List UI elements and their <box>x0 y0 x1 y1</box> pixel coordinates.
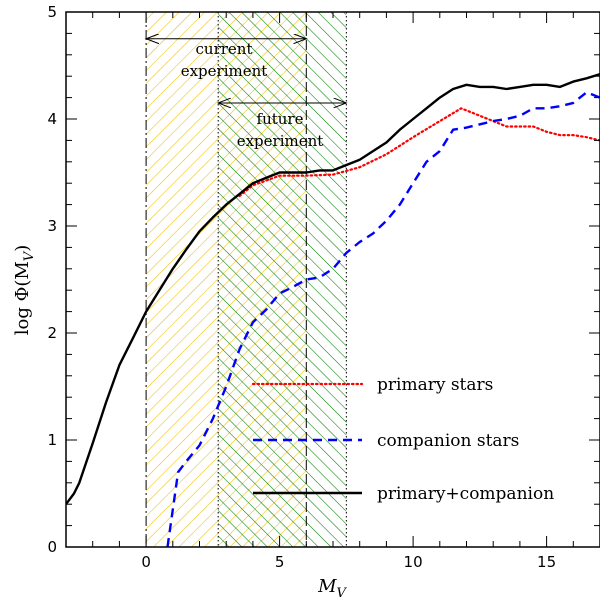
axis-ticks: 0 5 10 15 0 1 2 3 4 5 <box>47 3 600 571</box>
y-tick-label: 3 <box>47 217 57 235</box>
experiment-regions <box>145 12 347 547</box>
y-axis-label-close: ) <box>12 245 33 252</box>
current-experiment-label-line1: current <box>196 40 253 58</box>
y-tick-label: 4 <box>47 110 57 128</box>
future-experiment-label-line2: experiment <box>237 132 324 150</box>
y-axis-label-main: log Φ(M <box>12 261 33 335</box>
future-experiment-label-line1: future <box>257 110 304 128</box>
legend-label-companion: companion stars <box>377 431 519 451</box>
legend: primary stars companion stars primary+co… <box>251 375 554 504</box>
x-axis-label-main: M <box>317 576 337 597</box>
region-annotations: current experiment future experiment <box>146 39 346 150</box>
y-tick-label: 2 <box>47 324 57 342</box>
series-companion-stars <box>166 91 600 547</box>
y-axis-label: log Φ(MV) <box>12 245 37 335</box>
series-primary-stars <box>238 107 600 198</box>
legend-label-primary: primary stars <box>377 375 493 395</box>
y-tick-label: 1 <box>47 431 57 449</box>
x-axis-label-sub: V <box>337 586 348 601</box>
x-tick-label: 0 <box>141 553 151 571</box>
region-1-hatch <box>218 12 347 547</box>
series-primary-plus-companion <box>66 72 600 505</box>
current-experiment-label-line2: experiment <box>181 62 268 80</box>
x-tick-label: 10 <box>404 553 423 571</box>
y-tick-label: 0 <box>47 538 57 556</box>
x-tick-label: 15 <box>537 553 556 571</box>
x-tick-label: 5 <box>275 553 285 571</box>
x-axis-label: MV <box>317 576 347 601</box>
legend-label-total: primary+companion <box>377 484 554 504</box>
y-tick-label: 5 <box>47 3 57 21</box>
series-lines <box>66 72 600 547</box>
y-axis-label-sub: V <box>22 250 37 261</box>
